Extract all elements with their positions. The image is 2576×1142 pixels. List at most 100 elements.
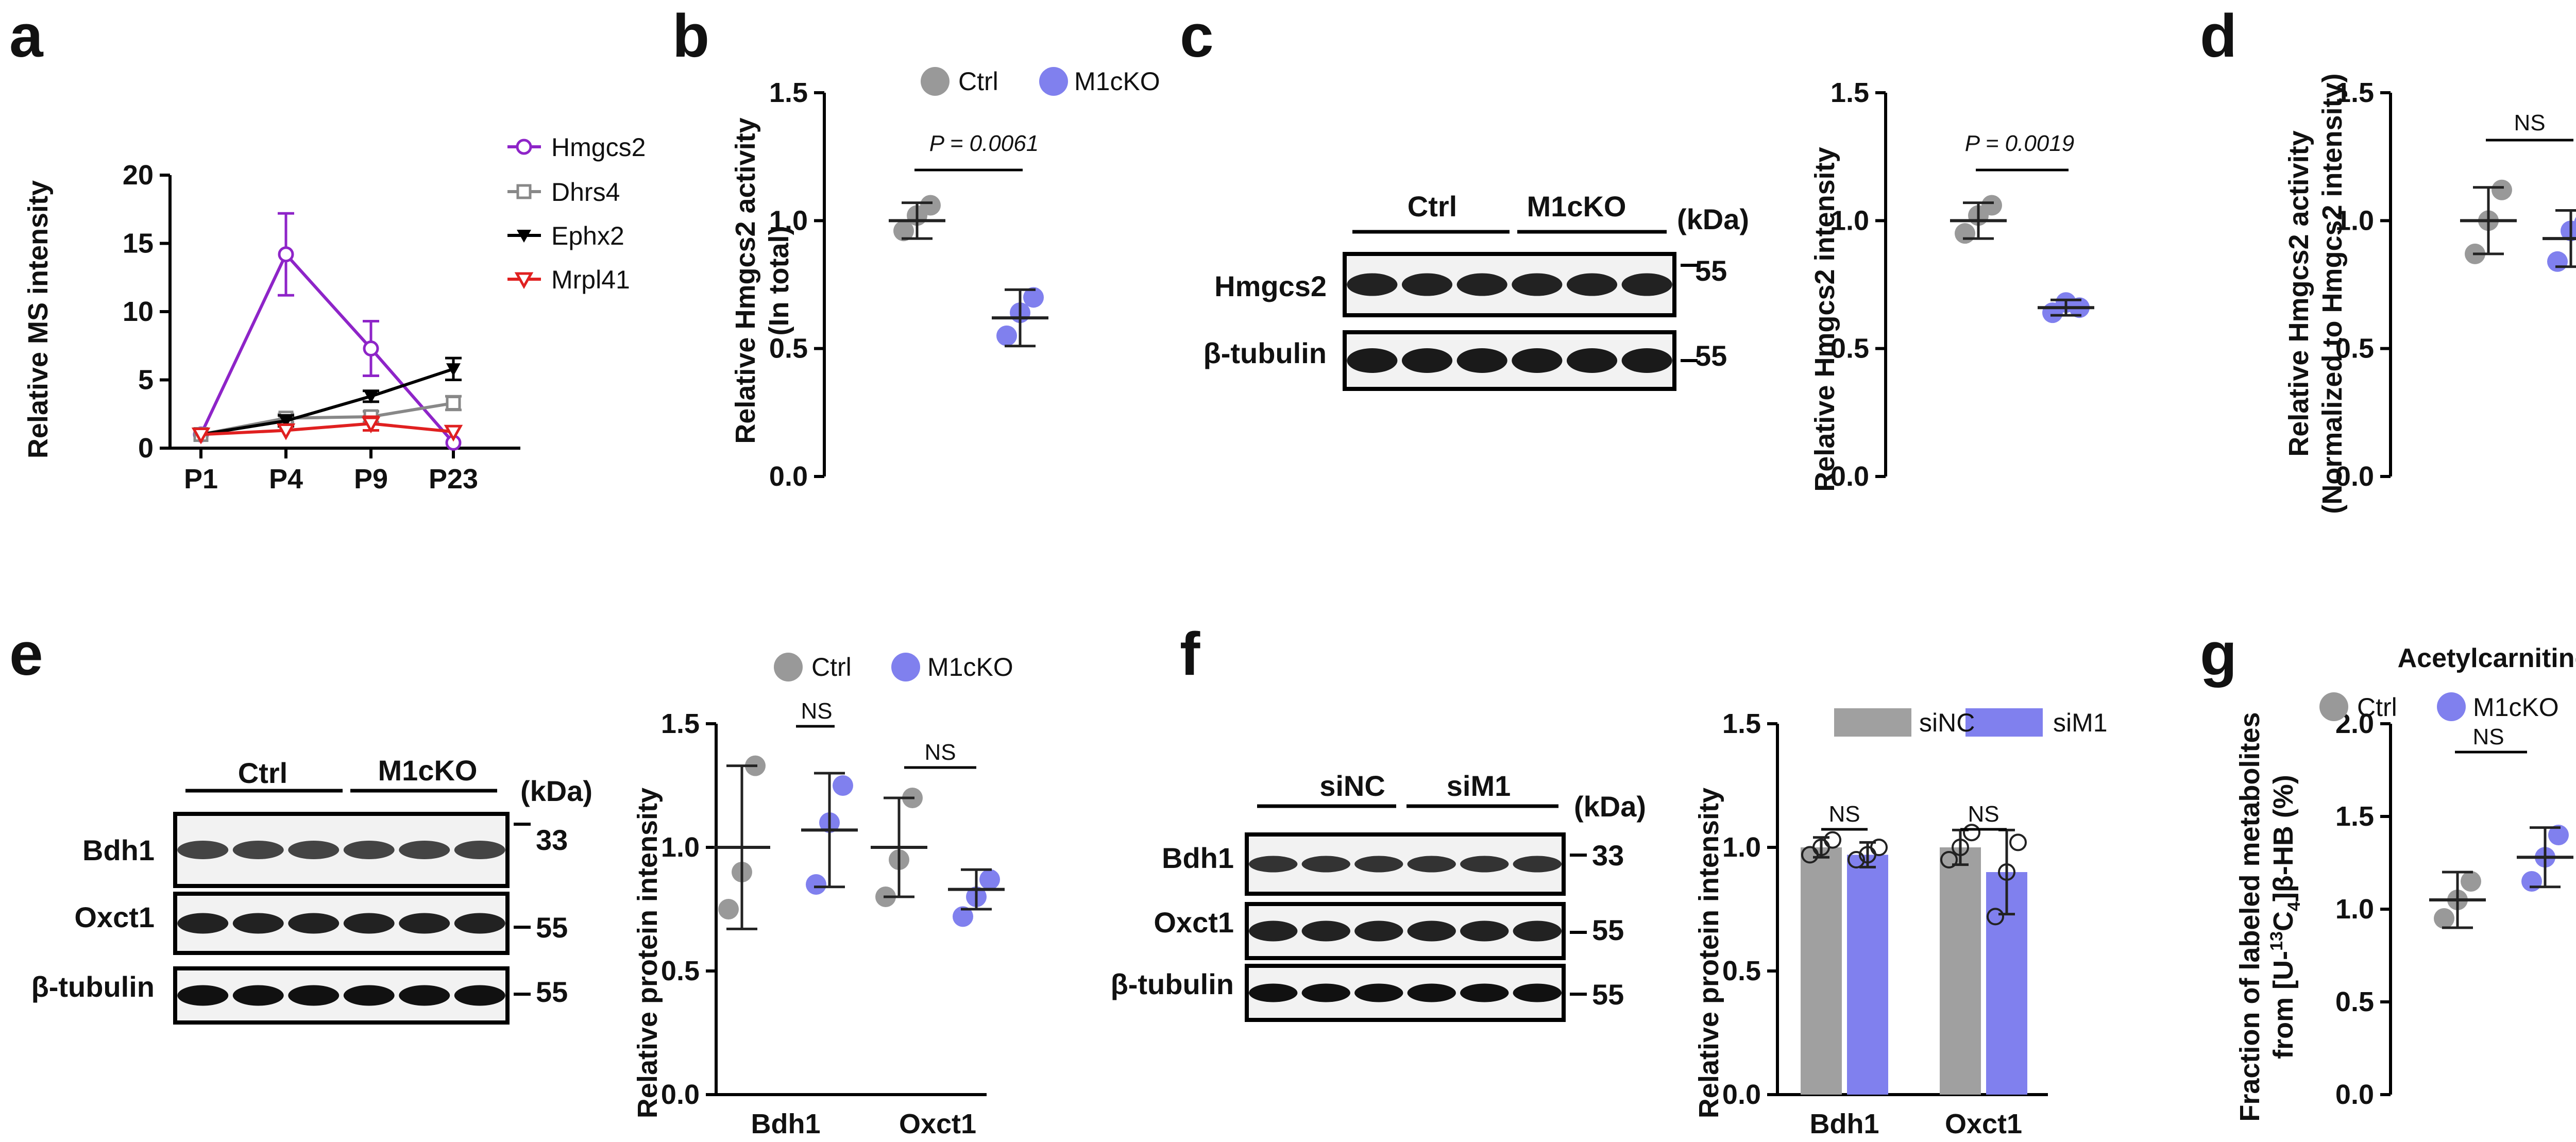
blot-e-group-m1ckO: M1cKO bbox=[378, 754, 478, 787]
panel-d-ylabel2: (Normalized to Hmgcs2 intensity) bbox=[2317, 73, 2348, 514]
panel-e-legend-ctrl: Ctrl bbox=[811, 653, 852, 681]
panel-f-data-point bbox=[1998, 863, 2015, 881]
panel-b-ytick-label: 1.0 bbox=[769, 205, 808, 236]
panel-f-ytick-label: 1.0 bbox=[1722, 832, 1761, 863]
panel-f-data-point bbox=[1870, 839, 1888, 856]
blot-f-membrane bbox=[1245, 964, 1566, 1022]
panel-c-ytick-label: 1.5 bbox=[1831, 77, 1869, 108]
blot-f-band bbox=[1460, 856, 1509, 873]
blot-e-membrane bbox=[173, 812, 510, 888]
panel-d-ytick-label: 0.0 bbox=[2335, 461, 2374, 492]
panel-a-series-line-ephx2 bbox=[200, 367, 454, 436]
panel-b-ylabel: Relative Hmgcs2 activity bbox=[730, 117, 761, 444]
panel-b-ctrl-data-point bbox=[893, 220, 914, 242]
blot-e-band bbox=[288, 985, 340, 1006]
panel-b-ylabel2: (In total) bbox=[764, 226, 794, 336]
panel-e: Ctrl M1cKO (kDa) Bdh1 Oxct1 β-tubulin 33… bbox=[31, 653, 1013, 1139]
blot-c-membrane bbox=[1343, 330, 1676, 391]
blot-e-band bbox=[288, 841, 340, 859]
panel-b-legend-ctrl: Ctrl bbox=[958, 67, 998, 96]
blot-c-band bbox=[1512, 348, 1563, 373]
panel-f-data-point bbox=[2009, 833, 2027, 851]
panel-g-legend-m1ckO: M1cKO bbox=[2473, 693, 2559, 722]
panel-label-g: g bbox=[2200, 620, 2237, 688]
blot-f-band bbox=[1249, 983, 1298, 1002]
panel-e-ytick-label: 0.0 bbox=[661, 1079, 700, 1110]
panel-a-marker-mrpl41 bbox=[444, 424, 463, 442]
blot-e-band bbox=[343, 985, 395, 1006]
panel-b-scatter: Relative Hmgcs2 activity (In total) Ctrl… bbox=[730, 67, 1160, 492]
panel-a-legend-marker bbox=[516, 139, 532, 155]
panel-f-bar-sinc bbox=[1801, 847, 1842, 1095]
panel-g-ytick-label: 1.5 bbox=[2335, 801, 2374, 832]
blot-f-band bbox=[1513, 921, 1562, 942]
panel-c-ytick-label: 0.0 bbox=[1831, 461, 1869, 492]
panel-f-ylabel: Relative protein intensity bbox=[1693, 788, 1724, 1118]
panel-e-ytick-label: 1.0 bbox=[661, 832, 700, 863]
panel-c-ctrl-data-point bbox=[1955, 223, 1975, 244]
panel-a-xtick-label: P9 bbox=[354, 464, 388, 495]
blot-e-band bbox=[177, 913, 229, 934]
blot-e-band bbox=[177, 985, 229, 1006]
blot-f-band bbox=[1407, 983, 1456, 1002]
panel-a-legend-marker bbox=[517, 230, 531, 243]
panel-g-ylabel: Fraction of labeled metabolites bbox=[2234, 712, 2265, 1121]
blot-f-band bbox=[1301, 921, 1350, 942]
panel-a-marker-hmgcs2 bbox=[278, 246, 294, 263]
panel-f-data-point bbox=[1987, 908, 2004, 926]
blot-e-band bbox=[454, 913, 505, 934]
blot-c-kda-1: 55 bbox=[1695, 254, 1727, 287]
panel-b-legend-m1ckO: M1cKO bbox=[1074, 67, 1160, 96]
panel-label-a: a bbox=[9, 2, 44, 70]
panel-f-data-point bbox=[1940, 851, 1958, 868]
panel-f-annotation: NS bbox=[1968, 802, 1999, 827]
panel-f-annotation: NS bbox=[1828, 802, 1860, 827]
blot-f-band bbox=[1249, 856, 1298, 873]
panel-label-c: c bbox=[1180, 2, 1214, 70]
panel-a-legend-hmgcs2: Hmgcs2 bbox=[551, 133, 646, 162]
panel-f: siNC siM1 (kDa) Bdh1 Oxct1 β-tubulin 33 … bbox=[1111, 708, 2108, 1139]
blot-f-band bbox=[1460, 921, 1509, 942]
panel-b-ytick-label: 0.5 bbox=[769, 333, 808, 364]
blot-e-row-bdh1: Bdh1 bbox=[82, 834, 155, 866]
blot-f-kda-unit: (kDa) bbox=[1574, 790, 1646, 823]
panel-b-legend-dot-ctrl bbox=[921, 67, 950, 96]
panel-f-bar-sinc bbox=[1940, 847, 1981, 1095]
panel-a-marker-mrpl41 bbox=[361, 416, 381, 434]
panel-a-marker-mrpl41 bbox=[191, 428, 211, 445]
blot-e-band bbox=[232, 913, 284, 934]
blot-f-row-tubulin: β-tubulin bbox=[1111, 968, 1234, 1000]
panel-a-marker-dhrs4 bbox=[446, 396, 461, 411]
panel-g-legend-ctrl: Ctrl bbox=[2357, 693, 2397, 722]
panel-d-ytick-label: 0.5 bbox=[2335, 333, 2374, 364]
panel-a-ytick-label: 20 bbox=[123, 160, 154, 191]
panel-e-annotation: NS bbox=[801, 698, 832, 724]
blot-e-band bbox=[232, 841, 284, 859]
panel-a-xtick-label: P4 bbox=[269, 464, 303, 495]
panel-a-series-line-hmgcs2 bbox=[199, 251, 455, 444]
panel-e-legend-dot-ctrl bbox=[774, 653, 803, 681]
panel-a-ytick-label: 5 bbox=[138, 365, 154, 396]
blot-f-group-sinc: siNC bbox=[1319, 770, 1385, 802]
blot-c-band bbox=[1512, 273, 1563, 296]
blot-f-band bbox=[1249, 921, 1298, 942]
panel-e-oxct1-m1cko-data-point bbox=[953, 906, 973, 927]
panel-a-ytick-label: 10 bbox=[123, 296, 154, 327]
panel-e-ytick-label: 0.5 bbox=[661, 956, 700, 986]
panel-a-ylabel: Relative MS intensity bbox=[23, 180, 54, 458]
blot-f-kda-3: 55 bbox=[1592, 978, 1624, 1011]
panel-label-f: f bbox=[1180, 620, 1200, 688]
panel-a-ytick-label: 15 bbox=[123, 228, 154, 259]
panel-g-ytick-label: 0.0 bbox=[2335, 1079, 2374, 1110]
blot-f-group-sim1: siM1 bbox=[1447, 770, 1511, 802]
blot-e-group-ctrl: Ctrl bbox=[238, 757, 287, 789]
blot-f-band bbox=[1513, 856, 1562, 873]
panel-a-legend-ephx2: Ephx2 bbox=[551, 221, 624, 250]
blot-e-kda-unit: (kDa) bbox=[520, 775, 592, 807]
panel-f-data-point bbox=[1952, 839, 1969, 856]
blot-e-membrane bbox=[173, 966, 510, 1025]
blot-f-membrane bbox=[1245, 832, 1566, 896]
blot-e-band bbox=[399, 841, 450, 859]
blot-c-band bbox=[1456, 348, 1507, 373]
panel-f-bar-sim1 bbox=[1847, 855, 1888, 1095]
